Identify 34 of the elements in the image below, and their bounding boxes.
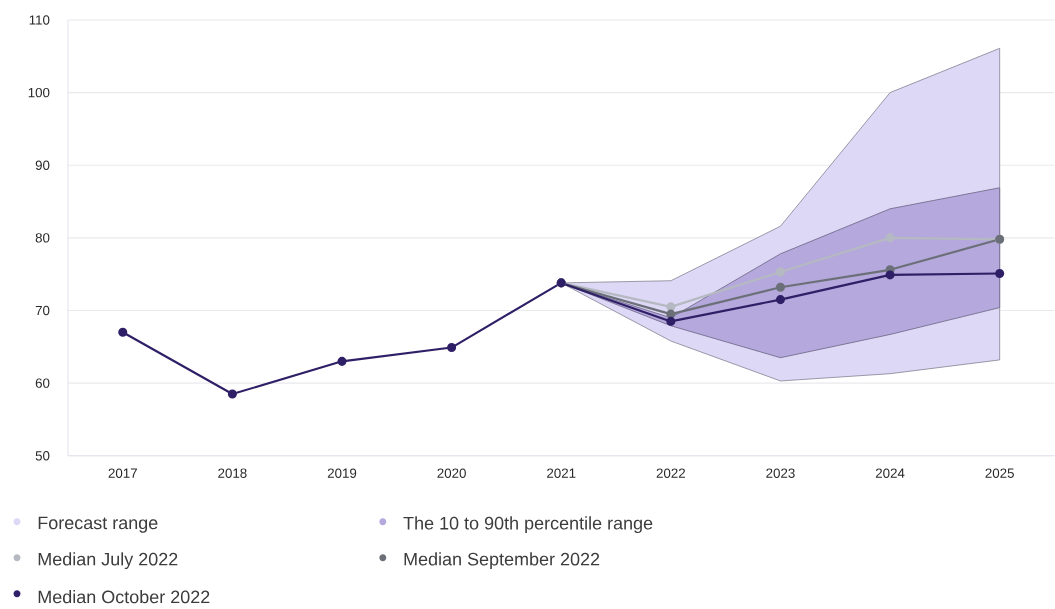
y-tick-label: 110 [29,15,50,25]
x-tick-label: 2018 [218,468,247,479]
x-tick-label: 2019 [327,468,357,479]
legend-label: Median October 2022 [38,590,210,604]
point [227,389,237,399]
x-tick-label: 2025 [985,468,1014,479]
x-tick-label: 2022 [656,468,685,479]
point [118,327,128,337]
point [885,270,895,280]
legend-label: Forecast range [38,516,158,533]
point [666,302,676,312]
point [995,269,1005,279]
point [666,309,676,319]
point [775,267,785,277]
y-tick-label: 100 [28,88,50,98]
point [885,233,895,243]
point [775,282,785,292]
x-tick-label: 2017 [108,468,137,479]
y-tick-label: 50 [35,451,50,461]
x-tick-label: 2020 [437,468,466,479]
point [775,295,785,305]
y-tick-label: 70 [35,305,50,316]
point [666,317,676,327]
y-tick-label: 60 [35,378,50,388]
legend-label: Median July 2022 [38,552,178,570]
x-tick-label: 2023 [766,468,795,479]
x-tick-label: 2024 [875,468,905,479]
x-tick-label: 2021 [547,468,576,479]
point [447,343,457,353]
y-tick-label: 90 [35,160,50,171]
y-tick-label: 80 [35,233,50,243]
point [337,356,347,367]
legend-label: Median September 2022 [404,552,600,570]
legend-label: The 10 to 90th percentile range [403,516,653,534]
